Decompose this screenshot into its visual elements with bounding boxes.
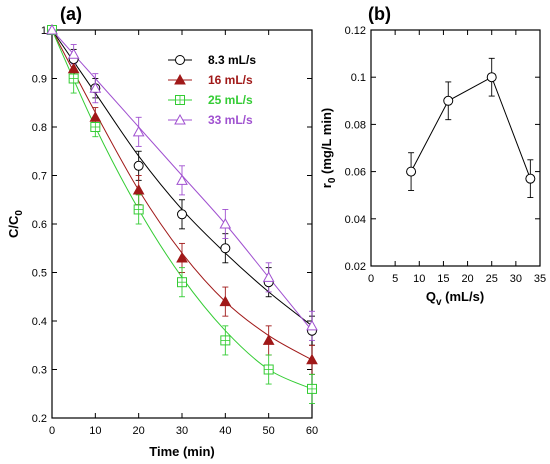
panel-b: (b) 0 5 10 15 20 25 30 35 0.02 0.04 0.06 0.08 0.1 0.1… xyxy=(319,4,546,308)
panel-b-x-axis-label-main: Q xyxy=(426,289,436,304)
data-point-series-1 xyxy=(306,353,318,365)
panel-b-y-axis-label-sub: 0 xyxy=(327,177,338,183)
panel-b-label: (b) xyxy=(368,4,391,24)
panel-a-x-tick-label: 40 xyxy=(219,425,231,437)
panel-a-x-tick-label: 30 xyxy=(176,425,188,437)
panel-b-y-tick-label: 0.06 xyxy=(345,167,366,179)
panel-b-y-axis-label: r0 (mg/L min) xyxy=(319,108,338,188)
panel-a-x-tick-label: 60 xyxy=(306,425,318,437)
panel-b-x-axis-label-unit: (mL/s) xyxy=(442,289,485,304)
data-point-series-3 xyxy=(67,48,80,59)
data-point xyxy=(443,95,454,106)
panel-b-markers xyxy=(406,72,536,184)
panel-a: (a) 0 10 20 30 40 50 600.20.30.40.50.60.70.80.… xyxy=(6,4,318,459)
panel-b-plot-frame xyxy=(370,29,541,267)
panel-a-y-tick-label: 0.4 xyxy=(32,316,47,328)
data-point-series-3 xyxy=(89,82,102,93)
panel-a-legend: 8.3 mL/s 16 mL/s 25 mL/s 33 mL/s xyxy=(168,53,256,127)
data-point-series-3 xyxy=(176,174,188,185)
panel-b-ticks: 0 5 10 15 20 25 30 35 0.02 0.04 0.06 0.08 0.1 0.12 xyxy=(345,25,547,285)
series-line-0 xyxy=(410,76,531,179)
panel-a-y-tick-label: 0.7 xyxy=(32,171,47,183)
panel-b-x-axis-label-sub: v xyxy=(436,297,442,308)
panel-a-y-tick-label: 1 xyxy=(41,25,47,37)
panel-b-y-tick-label: 0.1 xyxy=(351,72,366,84)
panel-b-x-tick-label: 5 xyxy=(392,273,398,285)
panel-a-error-bars xyxy=(70,44,315,404)
panel-b-x-axis-label: Qv (mL/s) xyxy=(426,289,484,308)
data-point-series-1 xyxy=(89,111,102,122)
legend-label-series-3: 33 mL/s xyxy=(208,113,253,127)
data-point-series-1 xyxy=(132,184,145,195)
legend-marker-series-3 xyxy=(174,113,186,125)
panel-a-y-tick-label: 0.9 xyxy=(32,74,47,86)
data-point-series-3 xyxy=(219,217,232,229)
panel-b-x-tick-label: 15 xyxy=(437,273,449,285)
panel-b-x-tick-label: 35 xyxy=(534,273,546,285)
panel-a-x-tick-label: 50 xyxy=(263,425,275,437)
panel-b-x-tick-label: 20 xyxy=(461,273,473,285)
data-point xyxy=(525,173,536,184)
data-point xyxy=(486,72,497,83)
panel-a-y-tick-label: 0.6 xyxy=(32,219,47,231)
panel-b-x-tick-label: 10 xyxy=(413,273,425,285)
panel-a-y-tick-label: 0.8 xyxy=(32,122,47,134)
panel-a-markers xyxy=(46,23,318,394)
panel-b-y-tick-label: 0.02 xyxy=(345,261,366,273)
data-point-series-3 xyxy=(262,271,275,282)
panel-b-x-tick-label: 25 xyxy=(486,273,498,285)
data-point-series-3 xyxy=(46,23,58,35)
panel-b-error-bars xyxy=(408,57,534,199)
panel-a-x-axis-label: Time (min) xyxy=(149,444,215,459)
panel-b-y-axis-label-unit: (mg/L min) xyxy=(319,108,334,178)
legend-label-series-2: 25 mL/s xyxy=(208,93,253,107)
data-point-series-1 xyxy=(262,334,275,345)
panel-b-y-tick-label: 0.12 xyxy=(345,25,366,37)
panel-b-x-tick-label: 30 xyxy=(510,273,522,285)
panel-a-y-axis-label-main: C/C xyxy=(6,215,21,238)
panel-a-x-tick-label: 20 xyxy=(133,425,145,437)
data-point-series-1 xyxy=(176,251,188,263)
panel-b-lines xyxy=(410,76,531,179)
data-point-series-0 xyxy=(220,243,231,254)
panel-a-x-tick-label: 10 xyxy=(89,425,101,437)
panel-a-label: (a) xyxy=(60,4,82,24)
legend-label-series-0: 8.3 mL/s xyxy=(208,53,256,67)
panel-b-y-tick-label: 0.08 xyxy=(345,119,366,131)
panel-a-x-tick-label: 0 xyxy=(49,425,55,437)
panel-b-x-tick-label: 0 xyxy=(368,273,374,285)
legend-label-series-1: 16 mL/s xyxy=(208,73,253,87)
data-point-series-3 xyxy=(306,319,318,331)
panel-b-y-axis-label-main: r xyxy=(319,183,334,188)
panel-a-y-axis-label: C/C0 xyxy=(6,210,25,238)
data-point-series-1 xyxy=(219,295,232,307)
panel-a-ticks: 0 10 20 30 40 50 60 0.2 0.3 0.4 0.5 0.6 0.7 0.8 0.9 1 xyxy=(32,25,318,437)
panel-b-y-tick-label: 0.04 xyxy=(345,214,366,226)
legend-marker-series-0 xyxy=(175,55,185,65)
data-point-series-0 xyxy=(177,209,187,220)
data-point-series-1 xyxy=(67,62,80,74)
legend-marker-series-1 xyxy=(174,73,186,85)
data-point xyxy=(406,166,417,177)
data-point-series-3 xyxy=(132,125,145,137)
panel-a-y-tick-label: 0.5 xyxy=(32,268,47,280)
panel-a-y-tick-label: 0.3 xyxy=(32,365,47,377)
data-point-series-0 xyxy=(133,160,144,171)
panel-a-y-axis-label-sub: 0 xyxy=(14,210,25,216)
panel-a-y-tick-label: 0.2 xyxy=(32,413,47,425)
